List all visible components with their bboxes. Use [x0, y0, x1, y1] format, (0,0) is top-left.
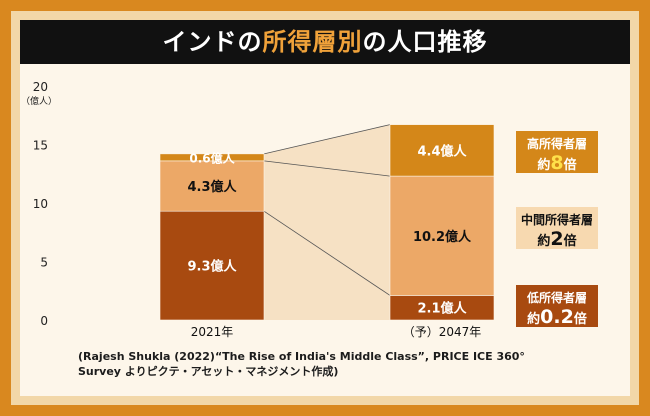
- connector-line: [263, 160, 391, 177]
- badge-high-income: 高所得者層 約8倍: [516, 135, 598, 174]
- x-tick-label: （予）2047年: [403, 325, 482, 339]
- source-note: (Rajesh Shukla (2022)“The Rise of India'…: [78, 349, 525, 379]
- badge-label: 高所得者層: [526, 137, 587, 151]
- data-label: 4.3億人: [187, 179, 237, 195]
- badge-background: [516, 131, 598, 173]
- data-label: 2.1億人: [417, 301, 467, 317]
- bar-segment: [159, 160, 265, 212]
- badge-multiplier: 2: [550, 228, 564, 250]
- badge-multiplier: 8: [550, 152, 564, 174]
- connector-band: [264, 124, 390, 320]
- y-tick-label: 10: [33, 197, 48, 211]
- y-unit-label: （億人）: [21, 95, 57, 107]
- title-part-2: の人口推移: [362, 28, 488, 56]
- badge-suffix: 倍: [573, 312, 587, 327]
- bar-segment: [159, 210, 265, 321]
- data-label: 0.6億人: [189, 150, 235, 165]
- title-part-1: インドの: [162, 28, 263, 56]
- connector-line: [263, 210, 391, 296]
- data-label: 9.3億人: [187, 259, 237, 275]
- badge-background: [516, 285, 598, 327]
- chart-title: インドの所得層別の人口推移: [20, 20, 630, 64]
- badge-label: 中間所得者層: [520, 213, 593, 227]
- bar-segment: [389, 175, 495, 296]
- badge-middle-income: 中間所得者層 約2倍: [516, 211, 598, 250]
- badge-multiplier: 0.2: [540, 306, 574, 328]
- badge-prefix: 約: [527, 312, 541, 327]
- bar-segment: [389, 124, 495, 177]
- badge-suffix: 倍: [563, 234, 577, 249]
- x-tick-label: 2021年: [191, 325, 234, 339]
- source-line-1: (Rajesh Shukla (2022)“The Rise of India'…: [78, 350, 525, 363]
- title-highlight: 所得層別: [262, 28, 363, 56]
- y-tick-label: 15: [33, 139, 48, 153]
- connector-line: [263, 124, 391, 155]
- bar-segment: [389, 295, 495, 321]
- y-tick-label: 5: [40, 256, 48, 270]
- badge-prefix: 約: [537, 234, 551, 249]
- badge-suffix: 倍: [563, 158, 577, 173]
- y-tick-label: 0: [40, 314, 48, 328]
- source-line-2: Survey よりピクテ・アセット・マネジメント作成): [78, 365, 339, 378]
- badge-background: [516, 207, 598, 249]
- badge-low-income: 低所得者層 約0.2倍: [516, 289, 598, 328]
- bar-segment: [159, 153, 265, 162]
- data-label: 4.4億人: [417, 143, 467, 159]
- data-label: 10.2億人: [413, 229, 472, 245]
- title-bar: インドの所得層別の人口推移: [20, 20, 630, 64]
- badge-label: 低所得者層: [526, 291, 587, 305]
- badge-prefix: 約: [537, 158, 551, 173]
- y-tick-label: 20: [33, 80, 48, 94]
